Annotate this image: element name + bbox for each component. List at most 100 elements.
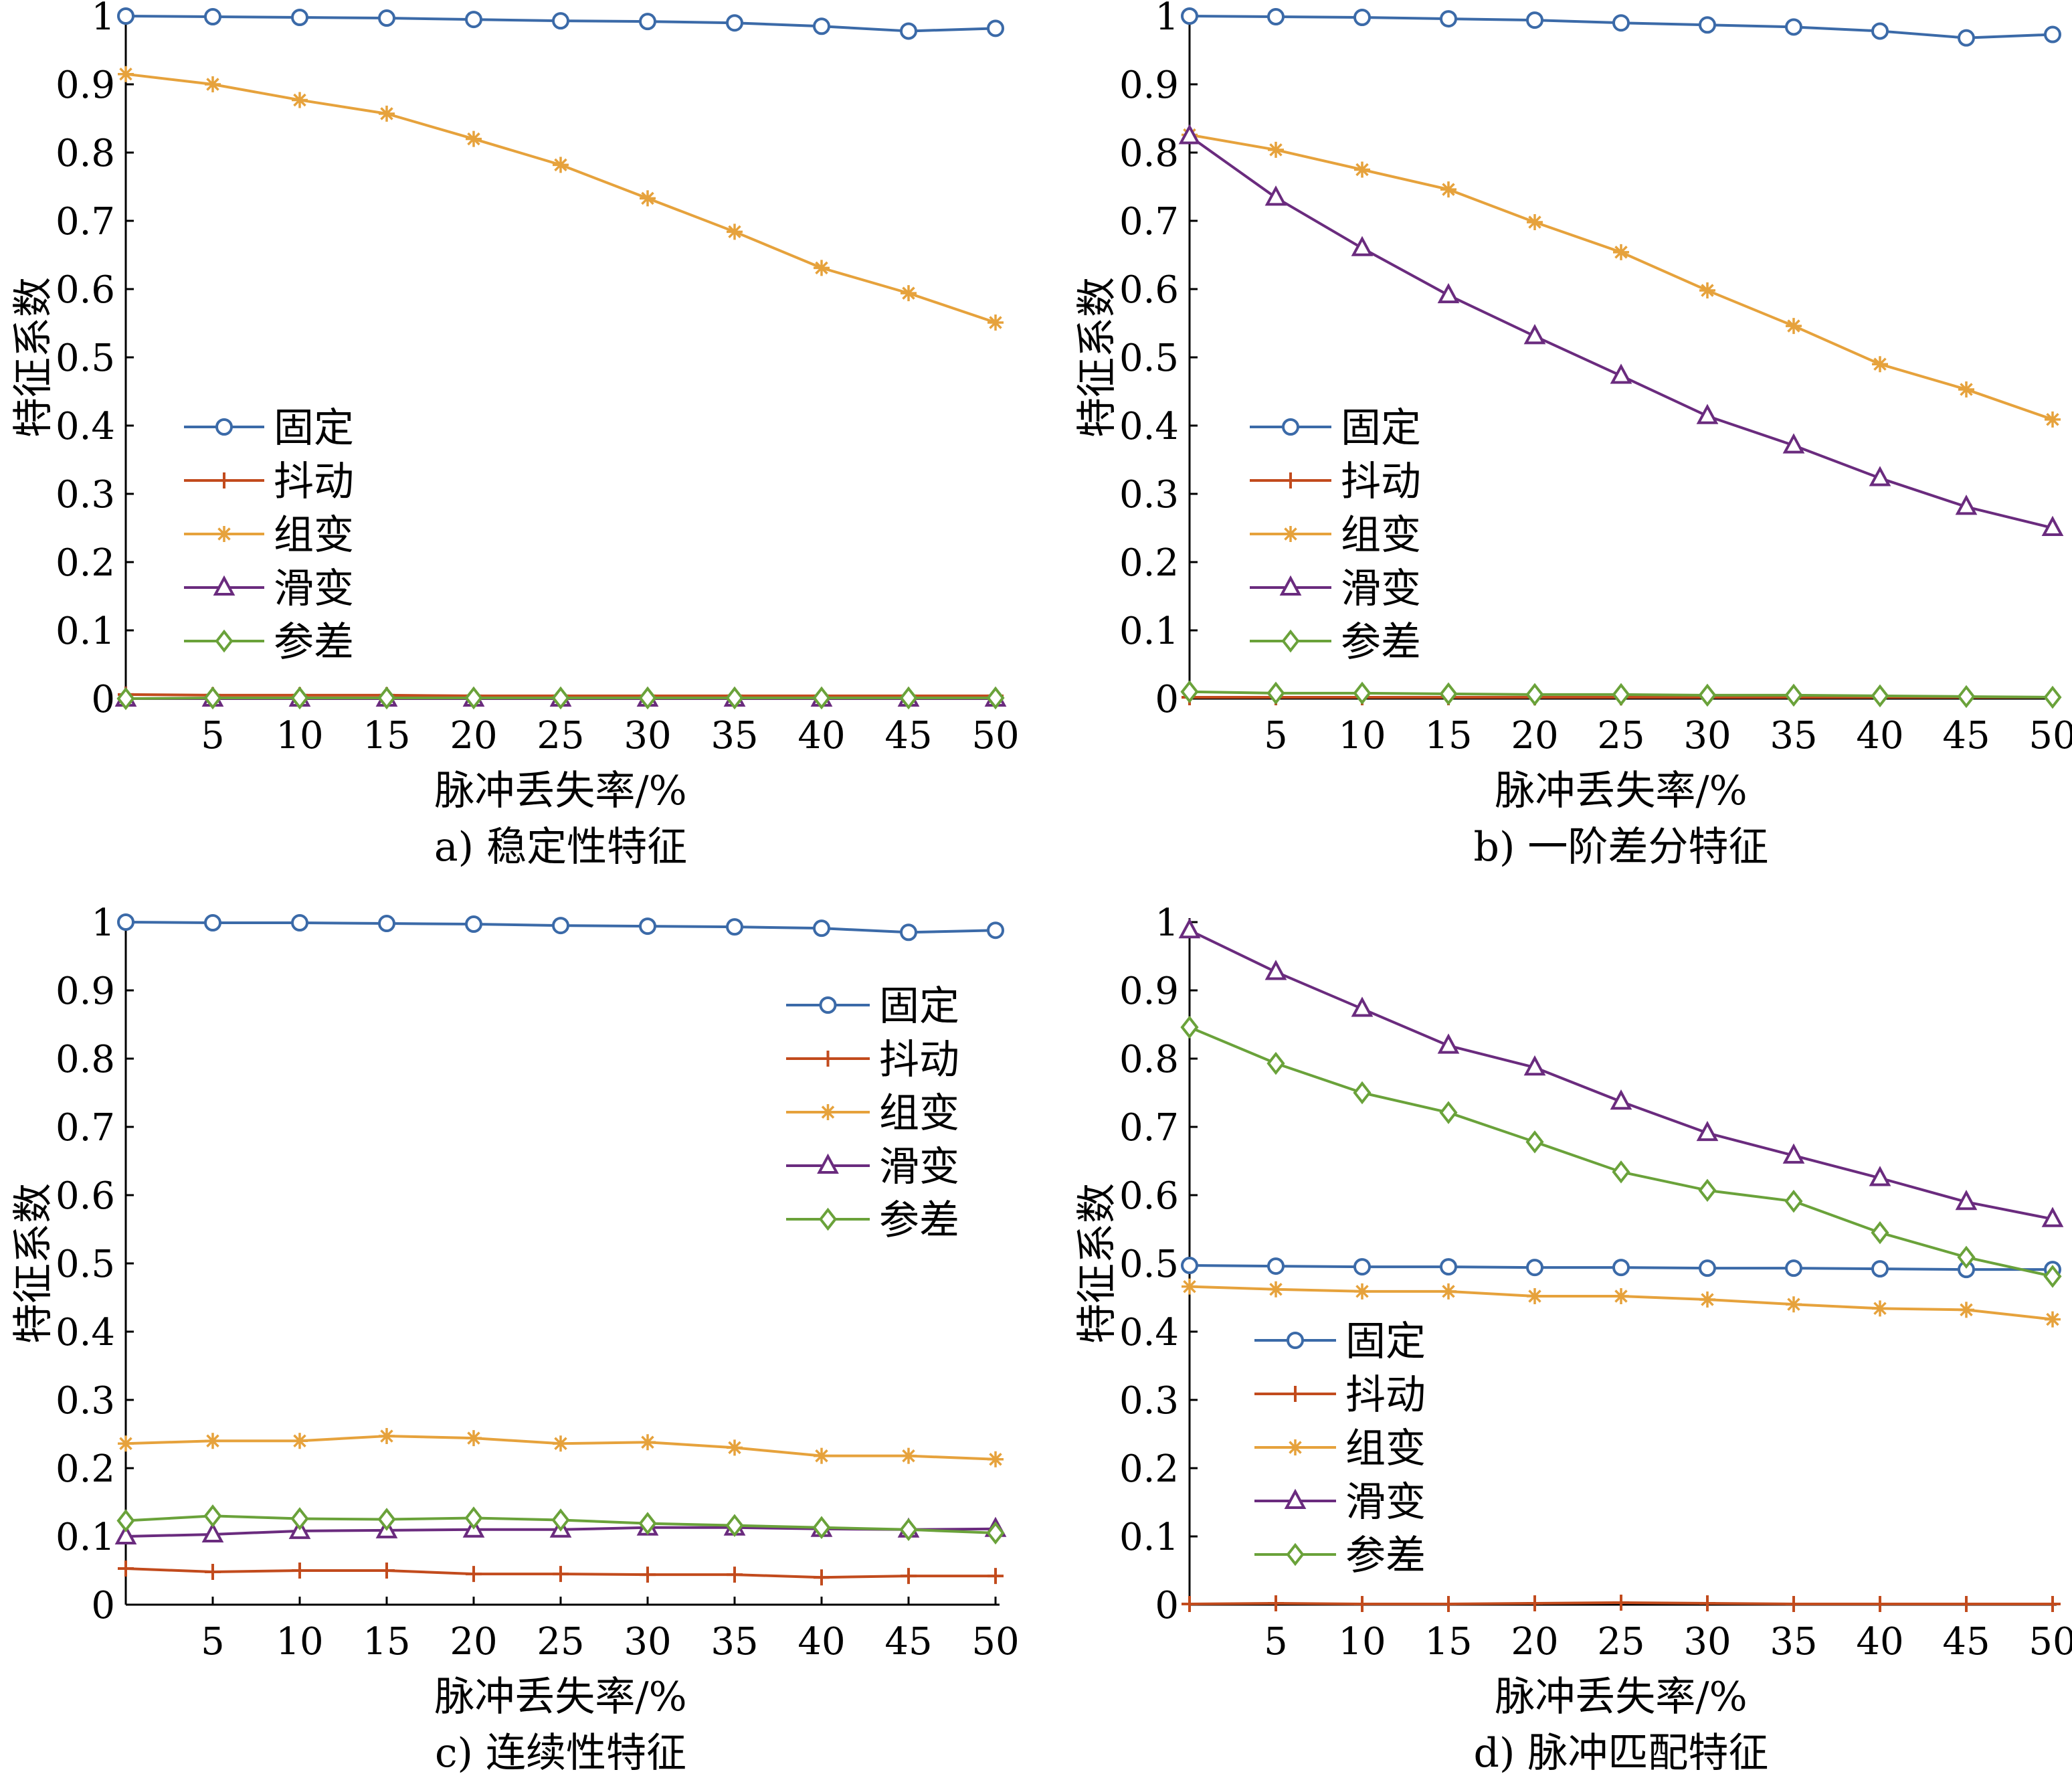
series-line-滑变: [1188, 135, 2053, 529]
x-tick-label: 35: [711, 714, 758, 758]
y-axis-label: 特征系数: [1074, 277, 1121, 438]
data-point: [117, 7, 134, 25]
data-point: [987, 1568, 1004, 1585]
data-point: [466, 130, 482, 147]
data-point: [2044, 25, 2061, 43]
y-tick-label: 0.9: [1119, 64, 1179, 107]
x-tick-label: 35: [1770, 1620, 1817, 1664]
legend-marker: [213, 575, 236, 596]
x-tick-label: 25: [537, 1620, 584, 1664]
data-point: [2043, 1265, 2062, 1288]
data-point: [377, 686, 396, 710]
data-point: [292, 1563, 308, 1579]
data-point: [1267, 8, 1285, 26]
y-tick-label: 0.3: [56, 1379, 115, 1423]
data-point: [1354, 161, 1370, 178]
data-point: [1699, 1595, 1715, 1611]
data-point: [986, 1521, 1005, 1545]
data-point: [1264, 960, 1287, 980]
data-point: [901, 1447, 917, 1464]
data-point: [1786, 1296, 1802, 1313]
data-point: [1872, 1300, 1888, 1317]
chart-panel-4: 00.10.20.30.40.50.60.70.80.915 10 15 20 25 30…: [1074, 901, 2072, 1777]
y-tick-label: 0.5: [56, 1243, 115, 1286]
data-point: [987, 19, 1004, 37]
data-point: [813, 919, 830, 938]
data-point: [1440, 10, 1457, 28]
data-point: [638, 686, 657, 710]
data-point: [1527, 1595, 1543, 1611]
data-point: [812, 1516, 831, 1539]
legend-marker: [818, 1207, 838, 1231]
data-point: [726, 918, 743, 936]
legend-marker: [215, 418, 233, 436]
x-tick-label: 15: [363, 714, 410, 758]
x-tick-label: 5: [1264, 714, 1288, 758]
series-line-组变: [125, 72, 996, 324]
x-tick-label: 40: [1856, 1620, 1903, 1664]
data-point: [203, 686, 222, 710]
legend-marker: [1279, 575, 1302, 596]
data-point: [1353, 681, 1372, 705]
data-point: [640, 1567, 656, 1583]
data-point: [1351, 996, 1374, 1017]
legend-label: 抖动: [1345, 1372, 1426, 1419]
y-tick-label: 0: [91, 678, 115, 721]
data-point: [1526, 11, 1543, 29]
data-point: [1784, 683, 1803, 707]
legend-label: 固定: [1345, 1318, 1426, 1365]
legend-label: 滑变: [879, 1144, 959, 1190]
y-tick-label: 0.7: [56, 1106, 115, 1150]
y-tick-label: 0.1: [1119, 1516, 1179, 1559]
data-point: [814, 260, 830, 276]
y-tick-label: 0.8: [1119, 1038, 1179, 1081]
data-point: [2045, 411, 2061, 428]
y-tick-label: 0.5: [1119, 337, 1179, 380]
legend-marker: [215, 629, 233, 653]
legend-marker: [820, 1051, 836, 1067]
data-point: [1613, 1594, 1629, 1611]
data-point: [552, 917, 569, 935]
data-point: [1180, 1015, 1199, 1039]
legend-marker: [819, 996, 837, 1014]
data-point: [1182, 1278, 1198, 1295]
legend-label: 固定: [274, 405, 354, 452]
x-tick-label: 30: [624, 714, 671, 758]
data-point: [1784, 1189, 1803, 1213]
data-point: [552, 12, 569, 30]
data-point: [1523, 324, 1546, 345]
data-point: [1268, 141, 1284, 158]
data-point: [203, 1504, 222, 1528]
x-tick-label: 40: [797, 1620, 845, 1664]
data-point: [2045, 1595, 2061, 1612]
data-point: [551, 686, 570, 710]
legend-label: 组变: [879, 1090, 959, 1137]
y-tick-label: 0.4: [56, 405, 115, 448]
x-tick-label: 45: [1942, 714, 1990, 758]
data-point: [1527, 214, 1543, 231]
data-point: [727, 224, 743, 240]
data-point: [379, 105, 395, 122]
y-tick-label: 0.1: [56, 610, 115, 653]
y-axis-label: 特征系数: [10, 277, 57, 438]
data-point: [1613, 244, 1629, 260]
data-point: [1955, 1190, 1978, 1211]
data-point: [900, 22, 917, 40]
x-tick-label: 15: [363, 1620, 410, 1664]
data-point: [118, 66, 134, 82]
data-point: [465, 11, 482, 29]
chart-panel-3: 00.10.20.30.40.50.60.70.80.915 10 15 20 25 30…: [10, 901, 1020, 1777]
data-point: [1266, 1051, 1285, 1075]
data-point: [987, 314, 1004, 331]
data-point: [379, 1428, 395, 1445]
data-point: [464, 686, 483, 710]
data-point: [1523, 1055, 1546, 1076]
legend-marker: [820, 1104, 836, 1120]
x-tick-label: 10: [276, 714, 323, 758]
data-point: [465, 915, 482, 933]
x-tick-label: 25: [1597, 714, 1644, 758]
data-point: [1267, 1257, 1285, 1275]
data-point: [1698, 1178, 1717, 1202]
data-point: [379, 1563, 395, 1579]
legend-label: 抖动: [1341, 458, 1421, 505]
